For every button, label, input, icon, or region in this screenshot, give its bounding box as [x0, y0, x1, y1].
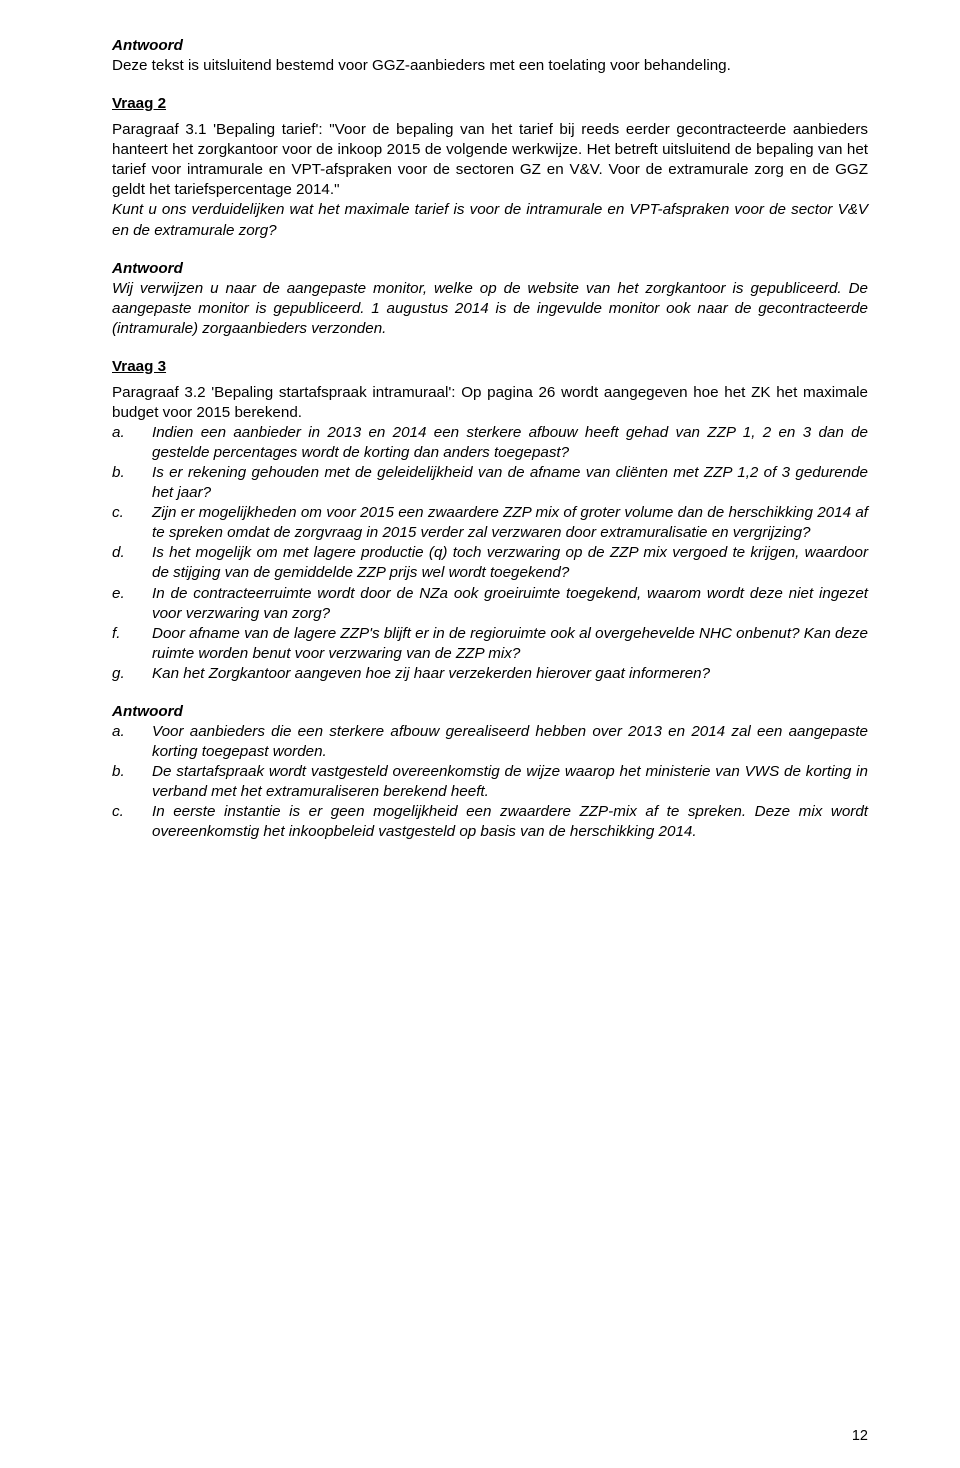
answer-block-2: Antwoord Wij verwijzen u naar de aangepa…	[112, 259, 868, 339]
list-text: Is er rekening gehouden met de geleideli…	[152, 463, 868, 503]
list-text: Voor aanbieders die een sterkere afbouw …	[152, 722, 868, 762]
answer-block-1: Antwoord Deze tekst is uitsluitend beste…	[112, 36, 868, 76]
list-text: Kan het Zorgkantoor aangeven hoe zij haa…	[152, 664, 868, 684]
question-3-heading: Vraag 3	[112, 357, 868, 377]
list-label: b.	[112, 463, 152, 483]
answer-body: Deze tekst is uitsluitend bestemd voor G…	[112, 56, 868, 76]
list-label: e.	[112, 584, 152, 604]
question-3: Vraag 3 Paragraaf 3.2 'Bepaling startafs…	[112, 357, 868, 684]
list-label: c.	[112, 503, 152, 523]
list-text: De startafspraak wordt vastgesteld overe…	[152, 762, 868, 802]
list-label: f.	[112, 624, 152, 644]
answer-2-body: Wij verwijzen u naar de aangepaste monit…	[112, 279, 868, 339]
list-text: In de contracteerruimte wordt door de NZ…	[152, 584, 868, 624]
list-text: In eerste instantie is er geen mogelijkh…	[152, 802, 868, 842]
list-text: Indien een aanbieder in 2013 en 2014 een…	[152, 423, 868, 463]
list-item: c. In eerste instantie is er geen mogeli…	[112, 802, 868, 842]
list-label: d.	[112, 543, 152, 563]
list-item: a. Voor aanbieders die een sterkere afbo…	[112, 722, 868, 762]
list-label: g.	[112, 664, 152, 684]
question-3-intro: Paragraaf 3.2 'Bepaling startafspraak in…	[112, 383, 868, 423]
list-text: Door afname van de lagere ZZP's blijft e…	[152, 624, 868, 664]
question-2-p2: Kunt u ons verduidelijken wat het maxima…	[112, 200, 868, 240]
answer-label-2: Antwoord	[112, 259, 868, 279]
question-2: Vraag 2 Paragraaf 3.1 'Bepaling tarief':…	[112, 94, 868, 240]
question-2-heading: Vraag 2	[112, 94, 868, 114]
list-item: c. Zijn er mogelijkheden om voor 2015 ee…	[112, 503, 868, 543]
answer-block-3: Antwoord a. Voor aanbieders die een ster…	[112, 702, 868, 842]
list-item: b. Is er rekening gehouden met de geleid…	[112, 463, 868, 503]
document-page: Antwoord Deze tekst is uitsluitend beste…	[0, 0, 960, 1468]
list-item: b. De startafspraak wordt vastgesteld ov…	[112, 762, 868, 802]
question-2-p1: Paragraaf 3.1 'Bepaling tarief': "Voor d…	[112, 120, 868, 200]
page-number: 12	[852, 1428, 868, 1444]
list-label: c.	[112, 802, 152, 822]
list-item: f. Door afname van de lagere ZZP's blijf…	[112, 624, 868, 664]
list-item: e. In de contracteerruimte wordt door de…	[112, 584, 868, 624]
question-3-list: a. Indien een aanbieder in 2013 en 2014 …	[112, 423, 868, 684]
list-item: g. Kan het Zorgkantoor aangeven hoe zij …	[112, 664, 868, 684]
list-label: a.	[112, 722, 152, 742]
list-text: Zijn er mogelijkheden om voor 2015 een z…	[152, 503, 868, 543]
answer-3-list: a. Voor aanbieders die een sterkere afbo…	[112, 722, 868, 842]
list-text: Is het mogelijk om met lagere productie …	[152, 543, 868, 583]
list-label: b.	[112, 762, 152, 782]
list-item: d. Is het mogelijk om met lagere product…	[112, 543, 868, 583]
answer-label-3: Antwoord	[112, 702, 868, 722]
list-label: a.	[112, 423, 152, 443]
list-item: a. Indien een aanbieder in 2013 en 2014 …	[112, 423, 868, 463]
answer-label: Antwoord	[112, 36, 868, 56]
